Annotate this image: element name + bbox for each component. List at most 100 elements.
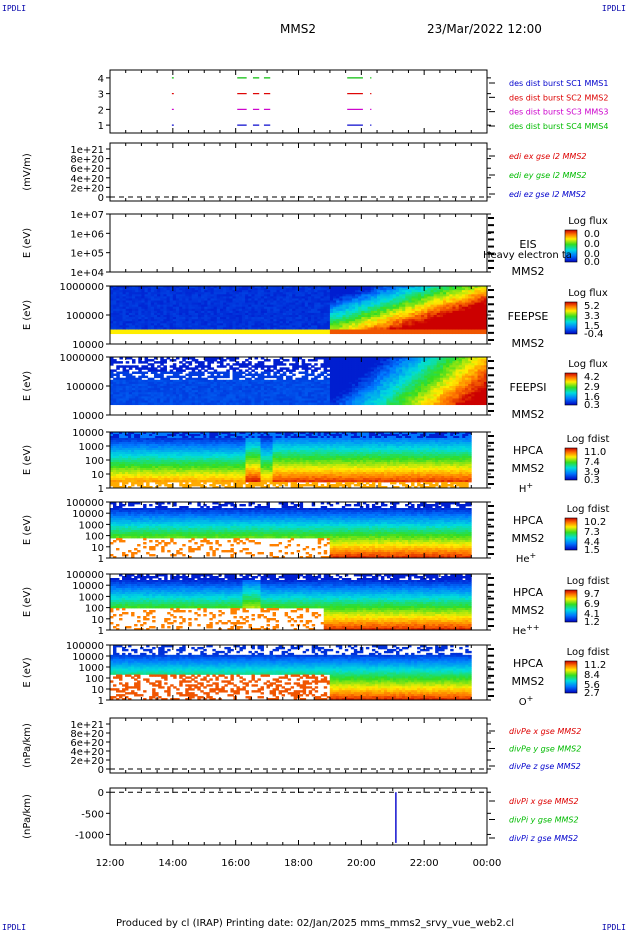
spectrogram-cell — [223, 388, 227, 391]
spectrogram-cell — [276, 396, 281, 399]
spectrogram-cell — [138, 315, 142, 318]
spectrogram-cell — [141, 292, 145, 295]
spectrogram-cell — [229, 381, 233, 385]
spectrogram-cell — [153, 296, 158, 299]
spectrogram-cell — [210, 359, 215, 362]
spectrogram-cell — [402, 329, 406, 332]
spectrogram-cell — [179, 377, 183, 381]
spectrogram-cell — [270, 312, 274, 316]
spectrogram-cell — [128, 323, 133, 326]
spectrogram-cell — [339, 357, 343, 360]
spectrogram-cell — [219, 363, 224, 366]
spectrogram-cell — [110, 375, 114, 379]
spectrogram-cell — [273, 321, 277, 324]
spectrogram-cell — [471, 292, 475, 295]
spectrogram-cell — [263, 310, 268, 314]
spectrogram-cell — [358, 325, 362, 328]
spectrogram-cell — [355, 331, 359, 335]
spectrogram-cell — [128, 310, 133, 314]
spectrogram-cell — [339, 315, 343, 318]
spectrogram-cell — [276, 294, 281, 297]
spectrogram-cell — [254, 381, 259, 385]
spectrogram-cell — [116, 288, 120, 291]
spectrogram-cell — [172, 323, 177, 326]
spectrogram-cell — [358, 402, 362, 406]
spectrogram-cell — [163, 331, 167, 335]
spectrogram-cell — [185, 390, 189, 393]
spectrogram-cell — [474, 329, 478, 332]
spectrogram-cell — [304, 400, 309, 403]
spectrogram-cell — [304, 379, 309, 383]
spectrogram-cell — [238, 312, 243, 316]
spectrogram-cell — [386, 298, 391, 301]
spectrogram-cell — [289, 381, 293, 385]
spectrogram-cell — [125, 327, 130, 330]
spectrogram-cell — [128, 306, 133, 310]
spectrogram-cell — [213, 290, 218, 293]
spectrogram-cell — [282, 302, 287, 306]
spectrogram-cell — [241, 304, 246, 308]
spectrogram-cell — [219, 292, 224, 295]
spectrogram-cell — [289, 315, 293, 318]
spectrogram-cell — [373, 317, 378, 320]
spectrogram-cell — [279, 367, 284, 370]
spectrogram-cell — [210, 319, 215, 322]
spectrogram-cell — [172, 394, 177, 397]
spectrogram-cell — [417, 325, 422, 328]
spectrogram-cell — [131, 298, 136, 301]
spectrogram-cell — [248, 381, 252, 385]
spectrogram-cell — [333, 361, 337, 364]
spectrogram-cell — [160, 331, 164, 335]
spectrogram-cell — [153, 298, 158, 301]
spectrogram-cell — [279, 319, 284, 322]
spectrogram-cell — [383, 304, 387, 308]
spectrogram-cell — [480, 308, 485, 312]
spectrogram-cell — [380, 304, 384, 308]
spectrogram-cell — [135, 298, 139, 301]
spectrogram-cell — [141, 386, 145, 389]
spectrogram-cell — [128, 290, 133, 293]
spectrogram-cell — [157, 390, 161, 393]
spectrogram-cell — [402, 402, 406, 406]
spectrogram-cell — [471, 306, 475, 310]
spectrogram-cell — [119, 379, 123, 383]
spectrogram-cell — [276, 315, 281, 318]
spectrogram-cell — [144, 317, 149, 320]
spectrogram-cell — [251, 319, 255, 322]
spectrogram-cell — [421, 306, 425, 310]
spectrogram-cell — [254, 317, 259, 320]
spectrogram-cell — [295, 327, 299, 330]
spectrogram-cell — [361, 306, 365, 310]
spectrogram-cell — [345, 400, 350, 403]
spectrogram-cell — [210, 321, 215, 324]
spectrogram-cell — [292, 323, 296, 326]
spectrogram-cell — [169, 396, 174, 399]
spectrogram-cell — [351, 400, 356, 403]
spectrogram-cell — [392, 319, 397, 322]
spectrogram-cell — [399, 325, 403, 328]
spectrogram-cell — [110, 292, 114, 295]
spectrogram-cell — [458, 298, 463, 301]
spectrogram-cell — [122, 329, 127, 332]
spectrogram-cell — [395, 292, 400, 295]
spectrogram-cell — [289, 286, 293, 289]
spectrogram-cell — [241, 331, 246, 335]
spectrogram-cell — [150, 402, 155, 406]
spectrogram-cell — [285, 292, 290, 295]
spectrogram-cell — [188, 367, 193, 370]
spectrogram-cell — [229, 292, 233, 295]
spectrogram-cell — [285, 323, 290, 326]
spectrogram-cell — [323, 375, 328, 379]
spectrogram-cell — [226, 390, 230, 393]
spectrogram-cell — [153, 392, 158, 395]
spectrogram-cell — [238, 315, 243, 318]
spectrogram-cell — [279, 290, 284, 293]
spectrogram-cell — [326, 312, 331, 316]
spectrogram-cell — [235, 394, 240, 397]
spectrogram-cell — [345, 312, 350, 316]
spectrogram-cell — [131, 296, 136, 299]
spectrogram-cell — [194, 361, 199, 364]
spectrogram-cell — [201, 288, 205, 291]
spectrogram-cell — [210, 298, 215, 301]
spectrogram-cell — [439, 302, 444, 306]
